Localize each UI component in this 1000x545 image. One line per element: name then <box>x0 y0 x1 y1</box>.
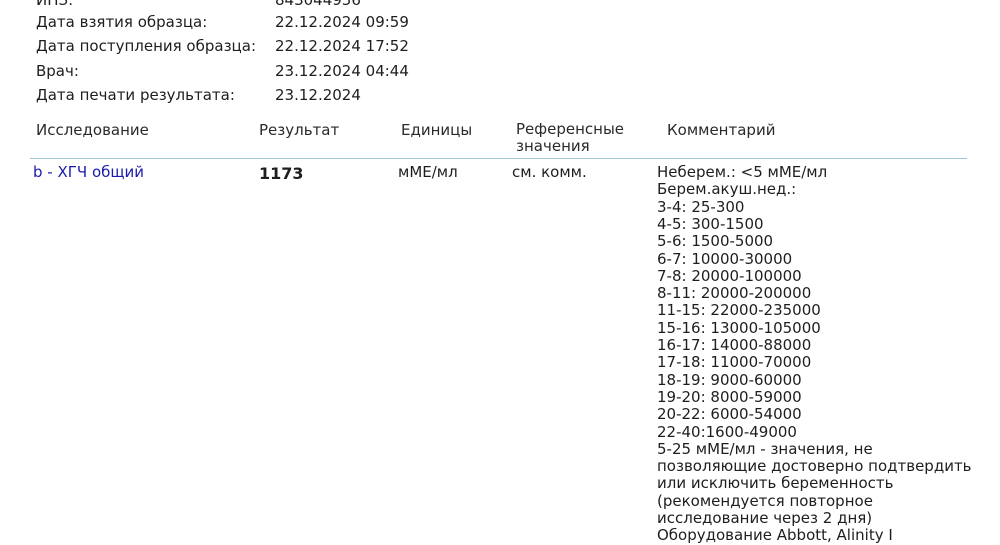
comment-line: Неберем.: <5 мМЕ/мл <box>657 163 828 181</box>
comment-line: 6-7: 10000-30000 <box>657 249 793 268</box>
comment-line: 15-16: 13000-105000 <box>657 318 821 337</box>
comment-line: 22-40:1600-49000 <box>657 422 797 441</box>
comment-line: 17-18: 11000-70000 <box>657 353 812 372</box>
field-value: 843044956 <box>275 0 361 9</box>
header-rule <box>30 158 967 159</box>
field-value: 22.12.2024 17:52 <box>275 37 409 55</box>
comment-line: 5-25 мМЕ/мл - значения, не <box>657 439 873 458</box>
comment-line: 8-11: 20000-200000 <box>657 284 812 303</box>
field-label: Дата взятия образца: <box>36 13 208 31</box>
comment-line: 11-15: 22000-235000 <box>657 301 821 320</box>
field-value: 23.12.2024 04:44 <box>275 62 409 80</box>
field-label: Дата поступления образца: <box>36 37 256 55</box>
field-label: Врач: <box>36 62 79 80</box>
column-header: Референсные значения <box>516 120 625 155</box>
comment-line: позволяющие достоверно подтвердить <box>657 457 972 476</box>
comment-line: Оборудование Abbott, Alinity I <box>657 526 893 545</box>
field-value: 22.12.2024 09:59 <box>275 13 409 31</box>
comment-line: Берем.акуш.нед.: <box>657 180 797 199</box>
field-label: Дата печати результата: <box>36 86 235 104</box>
test-name: b - ХГЧ общий <box>33 163 144 181</box>
comment-line: (рекомендуется повторное <box>657 491 873 510</box>
comment-line: 20-22: 6000-54000 <box>657 405 802 424</box>
units: мМЕ/мл <box>398 163 458 181</box>
comment-line: 18-19: 9000-60000 <box>657 370 802 389</box>
field-label: ИНЗ: <box>36 0 74 9</box>
reference: см. комм. <box>512 163 587 181</box>
comment-line: 3-4: 25-300 <box>657 197 745 216</box>
comment-line: 7-8: 20000-100000 <box>657 266 802 285</box>
column-header: Единицы <box>401 121 473 139</box>
comment-line: или исключить беременность <box>657 474 894 493</box>
field-value: 23.12.2024 <box>275 86 361 104</box>
column-header: Исследование <box>36 121 149 139</box>
column-header: Комментарий <box>667 121 776 139</box>
comment-line: 16-17: 14000-88000 <box>657 336 812 354</box>
comment-line: исследование через 2 дня) <box>657 509 873 527</box>
column-header: Результат <box>259 121 340 139</box>
comment-line: 4-5: 300-1500 <box>657 214 764 233</box>
result: 1173 <box>259 164 304 183</box>
comment-line: 19-20: 8000-59000 <box>657 387 802 406</box>
comment-line: 5-6: 1500-5000 <box>657 232 774 251</box>
